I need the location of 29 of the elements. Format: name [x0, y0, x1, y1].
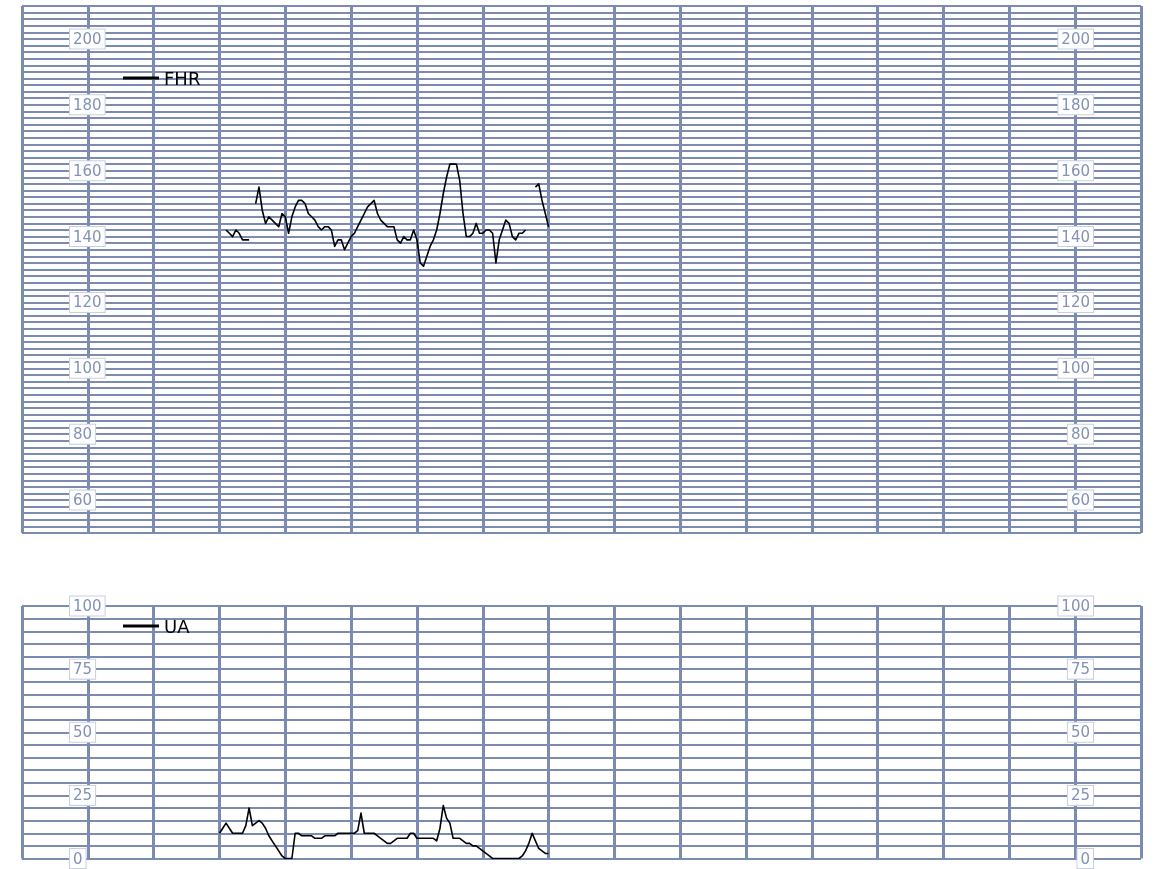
y-tick-label: 120 [73, 293, 102, 312]
y-tick-label: 200 [73, 29, 102, 48]
y2-tick-label: 180 [1061, 95, 1090, 114]
y-tick-label: 140 [73, 227, 102, 246]
y2-tick-label: 160 [1061, 161, 1090, 180]
y-tick-label: 25 [73, 786, 93, 805]
y-tick-label: 0 [73, 849, 83, 868]
y2-tick-label: 100 [1061, 597, 1090, 615]
y-tick-label: 160 [73, 161, 102, 180]
y2-tick-label: 120 [1061, 293, 1090, 312]
y2-tick-label: 0 [1080, 849, 1090, 868]
y-tick-label: 60 [73, 491, 93, 510]
y2-tick-label: 50 [1070, 723, 1090, 742]
y-tick-label: 80 [73, 425, 93, 444]
y2-tick-label: 100 [1061, 359, 1090, 378]
y-tick-label: 180 [73, 95, 102, 114]
y2-tick-label: 75 [1070, 660, 1090, 679]
y-tick-label: 100 [73, 359, 102, 378]
y2-tick-label: 140 [1061, 227, 1090, 246]
y2-tick-label: 60 [1070, 491, 1090, 510]
y-tick-label: 50 [73, 723, 93, 742]
legend-label: FHR [164, 67, 201, 89]
y2-tick-label: 25 [1070, 786, 1090, 805]
y2-tick-label: 80 [1070, 425, 1090, 444]
legend-label: UA [164, 615, 191, 637]
y-tick-label: 75 [73, 660, 93, 679]
y2-tick-label: 200 [1061, 29, 1090, 48]
y-tick-label: 100 [73, 597, 102, 615]
line-series [218, 804, 550, 860]
